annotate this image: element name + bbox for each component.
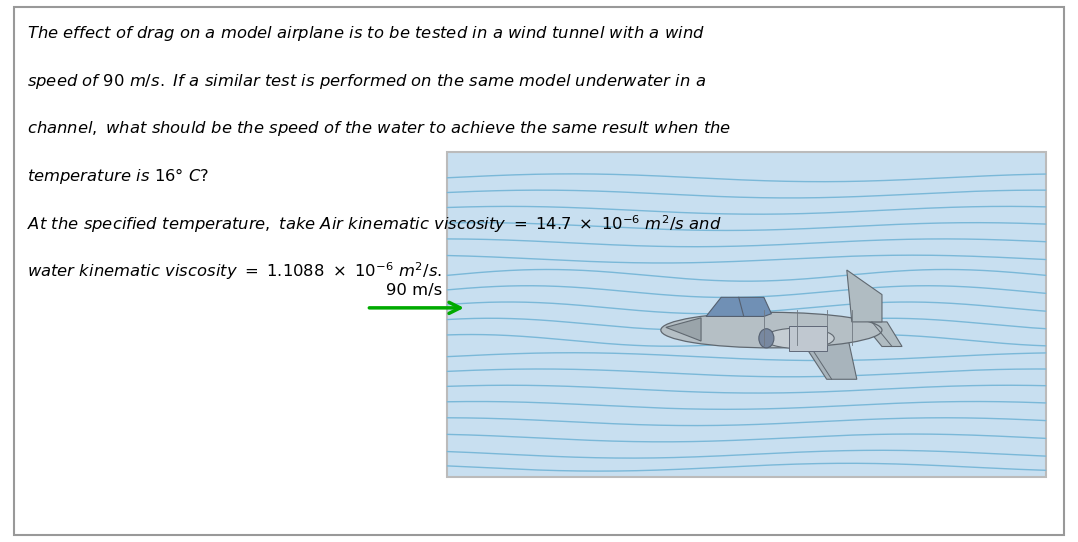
Polygon shape [746,333,857,379]
Polygon shape [862,322,902,346]
FancyBboxPatch shape [447,152,1046,477]
Text: $\mathit{water\ kinematic\ viscosity}\ =\ 1.1088\ \times\ 10^{-6}\ m^2/s.$: $\mathit{water\ kinematic\ viscosity}\ =… [27,260,442,282]
Text: $\mathit{The\ effect\ of\ drag\ on\ a\ model\ airplane\ is\ to\ be\ tested\ in\ : $\mathit{The\ effect\ of\ drag\ on\ a\ m… [27,24,705,43]
Polygon shape [666,318,701,341]
Polygon shape [789,326,827,351]
Ellipse shape [759,329,774,348]
Text: $\mathit{temperature\ is\ 16\degree\ C?}$: $\mathit{temperature\ is\ 16\degree\ C?}… [27,166,209,186]
Text: 90 m/s: 90 m/s [386,283,442,298]
Ellipse shape [661,312,882,348]
Ellipse shape [764,328,834,349]
Text: $\mathit{speed\ of\ 90\ m/s.\ If\ a\ similar\ test\ is\ performed\ on\ the\ same: $\mathit{speed\ of\ 90\ m/s.\ If\ a\ sim… [27,72,706,91]
Polygon shape [847,270,882,322]
Text: $\mathit{channel,\ what\ should\ be\ the\ speed\ of\ the\ water\ to\ achieve\ th: $\mathit{channel,\ what\ should\ be\ the… [27,119,731,138]
Text: $\mathit{At\ the\ specified\ temperature,\ take\ Air\ kinematic\ viscosity}\ =\ : $\mathit{At\ the\ specified\ temperature… [27,213,721,235]
Polygon shape [706,298,772,317]
